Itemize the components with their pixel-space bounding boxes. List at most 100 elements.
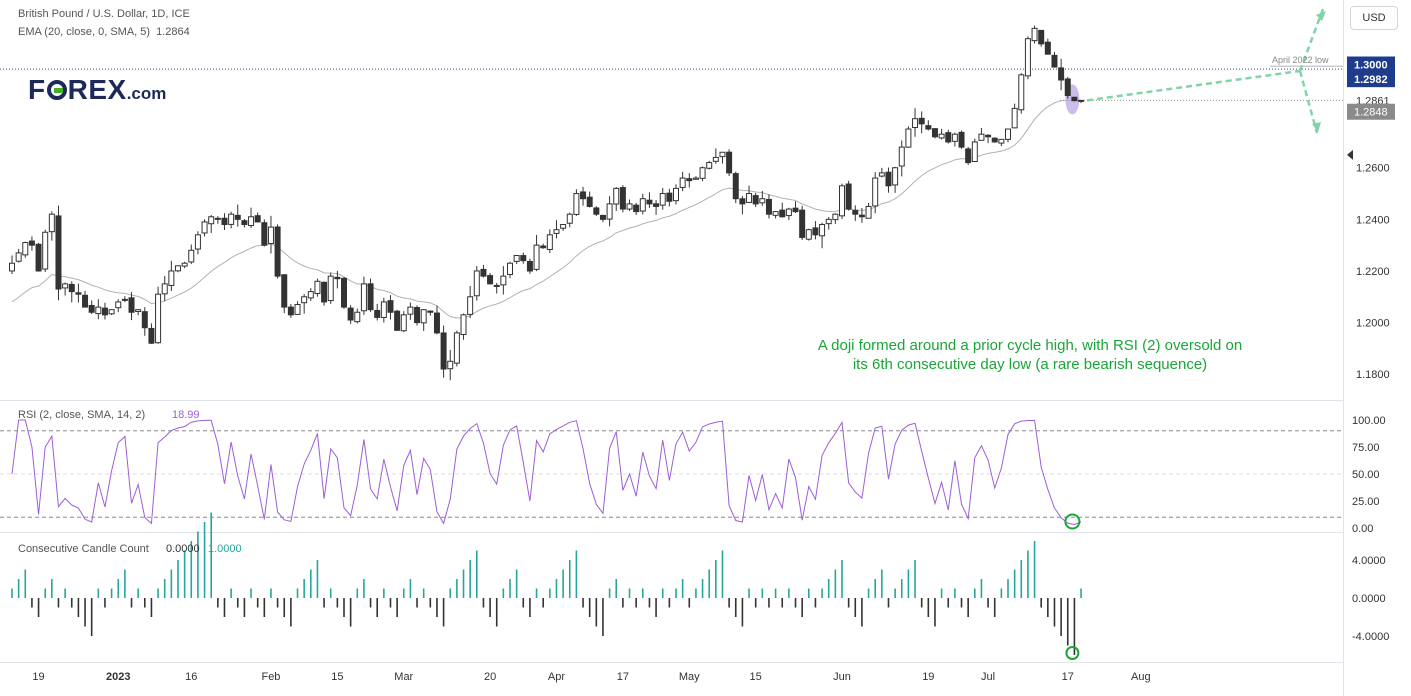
candle-body [613, 187, 620, 205]
candle-body [580, 191, 587, 200]
rsi-tick-label: 0.00 [1352, 523, 1373, 535]
candle-body [785, 208, 792, 217]
candle-body [301, 296, 308, 304]
candle-body [95, 306, 102, 315]
candle-body [865, 205, 872, 219]
candle-body [201, 221, 208, 234]
candle-body [1044, 41, 1051, 55]
candle-body [460, 314, 467, 336]
rsi-tick-label: 25.00 [1352, 496, 1380, 508]
count-tick-label: -4.0000 [1352, 631, 1389, 643]
candle-body [68, 283, 75, 293]
projection-arrow [1298, 8, 1325, 72]
candle-body [42, 231, 49, 270]
count-value-1: 0.0000 [166, 543, 200, 555]
x-tick-label: 2023 [106, 671, 130, 683]
candle-body [267, 226, 274, 244]
candle-body [1064, 78, 1071, 96]
candle-body [765, 198, 772, 215]
candle-body [1078, 99, 1085, 102]
candle-body [712, 156, 719, 162]
candle-body [779, 209, 786, 218]
candle-body [679, 177, 686, 188]
rsi-tick-label: 50.00 [1352, 469, 1380, 481]
candle-body [414, 307, 421, 324]
candle-body [128, 297, 135, 313]
candle-body [898, 146, 905, 167]
candle-body [1031, 27, 1038, 42]
symbol-title: British Pound / U.S. Dollar, 1D, ICE [18, 8, 190, 20]
candle-body [208, 216, 215, 225]
candle-body [626, 203, 633, 210]
candle-body [35, 243, 42, 272]
candle-body [148, 327, 155, 344]
candle-body [646, 199, 653, 205]
candle-body [9, 262, 15, 272]
count-marker [1065, 646, 1080, 660]
rsi-value: 18.99 [172, 409, 200, 421]
candle-body [221, 217, 228, 226]
x-tick-label: Jun [833, 671, 851, 683]
candle-body [155, 293, 162, 344]
candle-body [633, 204, 640, 213]
candle-body [832, 213, 839, 221]
rsi-label: RSI (2, close, SMA, 14, 2) [18, 409, 145, 421]
candle-body [341, 277, 347, 308]
candle-body [228, 213, 235, 225]
candle-body [825, 218, 832, 225]
candle-body [692, 177, 699, 180]
candle-body [1038, 29, 1045, 45]
candle-body [453, 332, 460, 364]
candle-body [321, 281, 328, 303]
candle-body [394, 310, 401, 331]
candle-body [281, 274, 288, 308]
candle-body [526, 260, 533, 272]
candle-body [639, 198, 646, 212]
projection-arrow [1298, 70, 1319, 134]
candle-body [699, 167, 706, 179]
currency-button[interactable]: USD [1350, 6, 1398, 30]
candle-body [1071, 96, 1078, 102]
candle-body [1011, 107, 1018, 129]
ema-line [11, 99, 1082, 319]
candle-body [234, 214, 241, 220]
candle-body [958, 131, 965, 148]
candle-body [560, 224, 567, 229]
candle-body [400, 314, 407, 332]
candle-body [666, 192, 673, 202]
candle-body [473, 270, 480, 297]
candle-body [307, 291, 314, 299]
candle-body [606, 203, 613, 220]
candle-body [513, 254, 520, 262]
chart-annotation: A doji formed around a prior cycle high,… [817, 337, 1243, 373]
candle-body [566, 213, 573, 224]
candle-body [951, 133, 958, 142]
candle-body [945, 132, 952, 143]
x-tick-label: Apr [548, 671, 565, 683]
candle-body [772, 211, 779, 216]
candle-body [799, 209, 806, 238]
ema-value: 1.2864 [156, 26, 190, 38]
candle-body [88, 304, 95, 313]
candle-body [925, 125, 932, 130]
candle-body [62, 283, 69, 289]
candle-body [619, 187, 626, 210]
candle-body [938, 133, 945, 139]
candle-body [101, 307, 108, 316]
candle-body [852, 210, 859, 215]
candle-body [327, 275, 334, 302]
candle-body [420, 309, 427, 324]
candle-body [805, 229, 812, 240]
candle-body [599, 214, 606, 220]
candle-body [175, 265, 181, 272]
count-value-2: 1.0000 [208, 543, 242, 555]
candle-body [872, 177, 879, 207]
candle-body [858, 214, 865, 218]
x-tick-label: 16 [185, 671, 197, 683]
forex-logo: F REX.com [28, 74, 167, 105]
candle-body [214, 217, 221, 220]
x-tick-label: Mar [394, 671, 413, 683]
candle-body [892, 167, 899, 186]
